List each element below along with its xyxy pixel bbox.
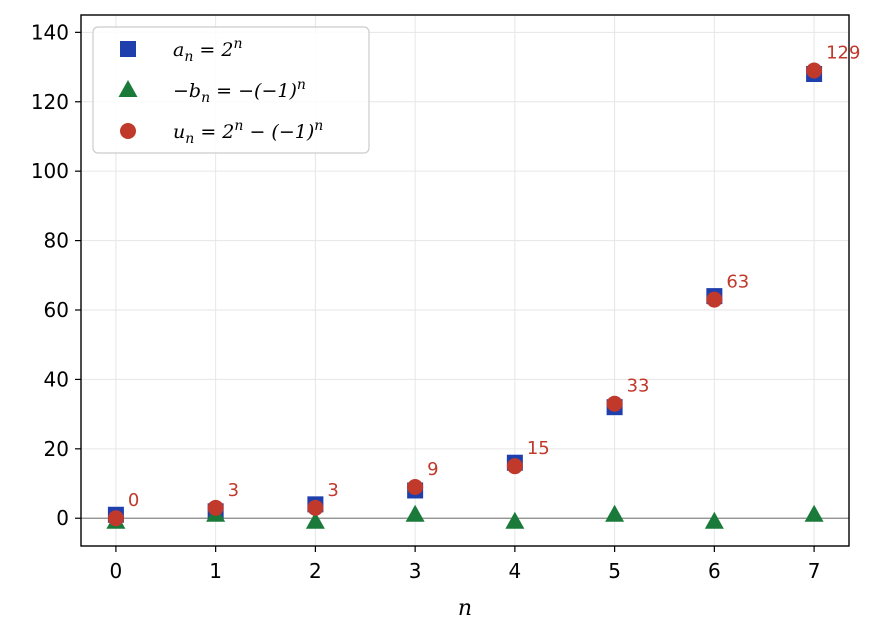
chart-marks bbox=[106, 62, 824, 529]
x-tick-label: 1 bbox=[209, 559, 222, 583]
x-tick-label: 6 bbox=[708, 559, 721, 583]
data-label: 129 bbox=[826, 43, 860, 64]
point-circle bbox=[307, 499, 324, 516]
data-label: 33 bbox=[627, 376, 650, 397]
y-tick-label: 60 bbox=[44, 298, 69, 322]
legend-entry: an = 2n bbox=[173, 36, 242, 65]
legend-marker-square bbox=[120, 41, 136, 57]
y-tick-label: 80 bbox=[44, 229, 69, 253]
legend: an = 2n −bn = −(−1)n un = 2n − (−1)n bbox=[92, 26, 370, 154]
legend-marker-circle bbox=[120, 123, 136, 139]
x-tick-label: 3 bbox=[409, 559, 422, 583]
legend-entry: un = 2n − (−1)n bbox=[173, 118, 323, 147]
point-circle bbox=[107, 510, 124, 527]
grid bbox=[81, 15, 849, 546]
legend-box bbox=[92, 26, 370, 154]
point-circle bbox=[506, 458, 523, 475]
data-label: 63 bbox=[726, 272, 749, 293]
point-triangle bbox=[605, 504, 625, 522]
data-label: 9 bbox=[427, 459, 438, 480]
data-label: 3 bbox=[228, 480, 239, 501]
point-circle bbox=[407, 479, 424, 495]
plot-frame bbox=[80, 14, 850, 547]
point-circle bbox=[806, 62, 823, 79]
y-tick-label: 40 bbox=[44, 367, 69, 391]
data-label: 15 bbox=[527, 438, 550, 459]
point-circle bbox=[207, 499, 224, 516]
x-tick-label: 0 bbox=[110, 559, 123, 583]
legend-marker-triangle bbox=[118, 80, 138, 97]
y-tick-label: 120 bbox=[31, 90, 69, 114]
point-triangle bbox=[804, 504, 824, 522]
point-circle bbox=[706, 291, 723, 308]
x-axis-title: n bbox=[458, 596, 472, 621]
point-circle bbox=[606, 395, 623, 412]
point-triangle bbox=[704, 511, 724, 529]
x-tick-label: 5 bbox=[608, 559, 621, 583]
y-tick-label: 140 bbox=[31, 20, 69, 44]
x-tick-label: 2 bbox=[309, 559, 322, 583]
point-triangle bbox=[305, 511, 325, 529]
data-label: 0 bbox=[128, 490, 139, 511]
axis-ticks: 0 1 2 3 4 5 6 7 0 20 40 60 80 100 120 140 bbox=[31, 20, 821, 583]
legend-entry: −bn = −(−1)n bbox=[173, 77, 306, 106]
x-tick-label: 7 bbox=[808, 559, 821, 583]
y-tick-label: 100 bbox=[31, 159, 69, 183]
x-tick-label: 4 bbox=[509, 559, 522, 583]
y-tick-label: 20 bbox=[44, 437, 69, 461]
y-tick-label: 0 bbox=[56, 506, 69, 530]
data-label: 3 bbox=[327, 480, 338, 501]
point-triangle bbox=[405, 504, 425, 522]
point-triangle bbox=[505, 511, 525, 529]
